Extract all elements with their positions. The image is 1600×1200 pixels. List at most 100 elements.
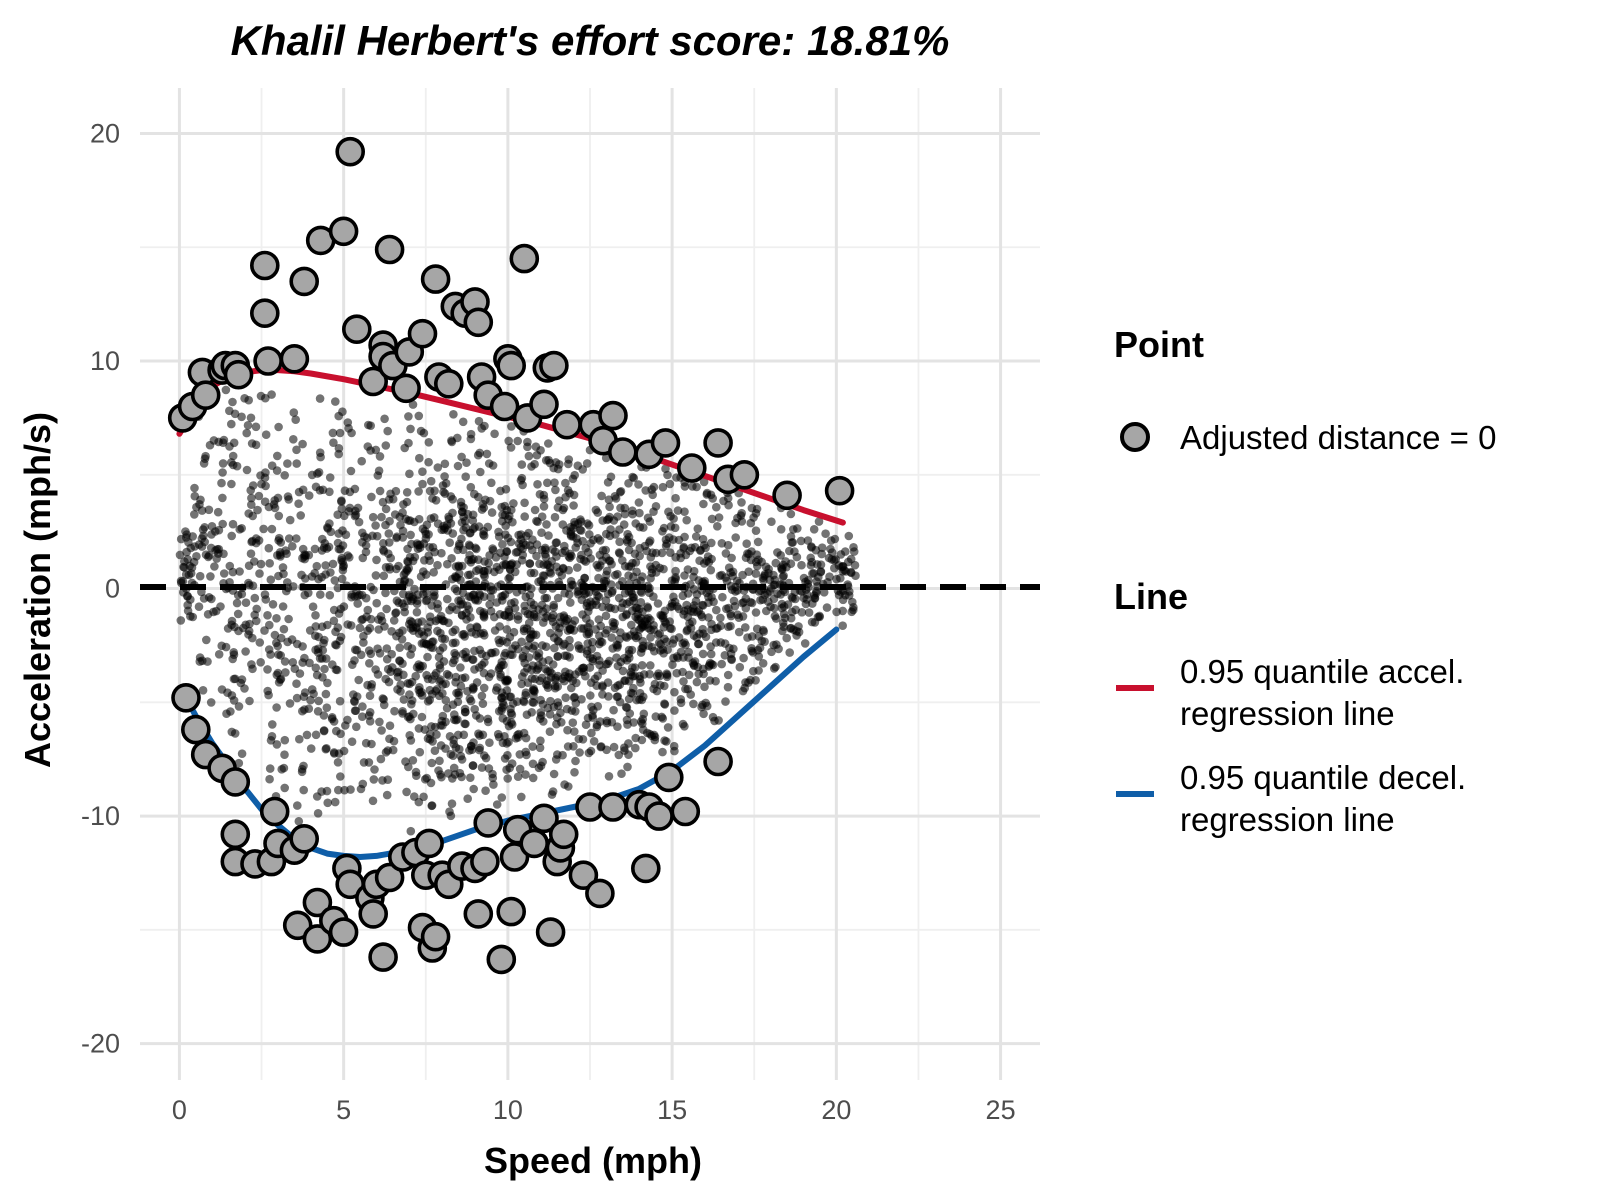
background-point (234, 626, 243, 636)
background-point (318, 534, 327, 544)
background-point (465, 550, 474, 560)
background-point (203, 610, 213, 619)
background-point (425, 486, 435, 496)
background-point (441, 696, 451, 705)
background-point (849, 603, 858, 612)
background-point (260, 590, 270, 599)
background-point (402, 497, 412, 507)
background-point (367, 683, 376, 692)
background-point (561, 693, 570, 702)
background-point (419, 792, 428, 802)
background-point (458, 417, 468, 427)
background-point (551, 755, 561, 764)
background-point (347, 737, 357, 746)
background-point (628, 558, 637, 568)
background-point (581, 588, 591, 598)
background-point (628, 506, 637, 515)
background-point (605, 512, 614, 522)
background-point (646, 633, 655, 642)
background-point (679, 677, 688, 686)
background-point (591, 625, 600, 634)
background-point (254, 491, 264, 501)
background-point (399, 670, 408, 680)
background-point (292, 639, 302, 649)
background-point (466, 434, 476, 444)
background-point (679, 542, 689, 552)
background-point (526, 633, 535, 643)
background-point (590, 674, 600, 684)
background-point (456, 497, 466, 507)
adjusted-distance-zero-point (653, 762, 684, 793)
background-point (321, 561, 330, 570)
background-point (816, 567, 825, 577)
background-point (595, 717, 605, 726)
background-point (620, 509, 630, 519)
background-point (421, 570, 431, 579)
background-point (543, 703, 553, 713)
background-point (241, 598, 251, 607)
background-point (417, 712, 427, 722)
background-point (264, 645, 274, 654)
background-point (228, 519, 238, 529)
background-point (626, 631, 635, 640)
background-point (573, 563, 582, 572)
background-point (329, 605, 339, 615)
background-point (584, 607, 593, 616)
background-point (298, 706, 307, 716)
background-point (521, 592, 531, 602)
background-point (377, 726, 386, 735)
background-point (789, 525, 798, 534)
background-point (604, 772, 614, 781)
background-point (248, 481, 258, 490)
background-point (552, 713, 562, 722)
background-point (199, 459, 209, 468)
background-point (293, 801, 302, 810)
background-point (774, 644, 783, 654)
background-point (383, 664, 393, 674)
background-point (366, 421, 376, 431)
background-point (532, 551, 541, 561)
background-point (387, 627, 396, 636)
background-point (311, 663, 321, 673)
background-point (284, 495, 294, 504)
background-point (336, 772, 345, 781)
adjusted-distance-zero-point (630, 853, 661, 884)
adjusted-distance-zero-point (703, 746, 733, 777)
adjusted-distance-zero-point (391, 373, 421, 404)
background-point (692, 633, 701, 642)
background-point (487, 478, 496, 488)
background-point (373, 644, 382, 653)
background-point (237, 524, 246, 533)
y-axis-ticks: -20 -10 0 10 20 (81, 119, 120, 1059)
adjusted-distance-zero-point (644, 801, 674, 831)
background-point (425, 612, 435, 621)
background-point (448, 495, 458, 504)
background-point (635, 508, 644, 518)
background-point (247, 500, 256, 510)
background-point (844, 591, 854, 600)
background-point (669, 653, 678, 663)
background-point (284, 534, 294, 543)
background-point (370, 765, 379, 774)
background-point (186, 612, 195, 621)
background-point (372, 598, 382, 608)
background-point (495, 663, 504, 673)
background-point (692, 590, 702, 599)
background-point (198, 686, 208, 695)
background-point (727, 553, 736, 563)
background-point (522, 710, 532, 719)
background-point (214, 544, 224, 554)
legend-decel-label-line1: 0.95 quantile decel. (1180, 759, 1466, 796)
background-point (627, 645, 637, 655)
background-point (545, 567, 554, 577)
background-point (312, 561, 322, 571)
background-point (583, 639, 593, 648)
background-point (218, 438, 228, 448)
background-point (506, 443, 516, 452)
background-point (567, 683, 576, 693)
background-point (700, 682, 709, 692)
background-point (735, 662, 745, 672)
background-point (752, 550, 762, 559)
background-point (405, 592, 414, 601)
background-point (717, 539, 727, 548)
